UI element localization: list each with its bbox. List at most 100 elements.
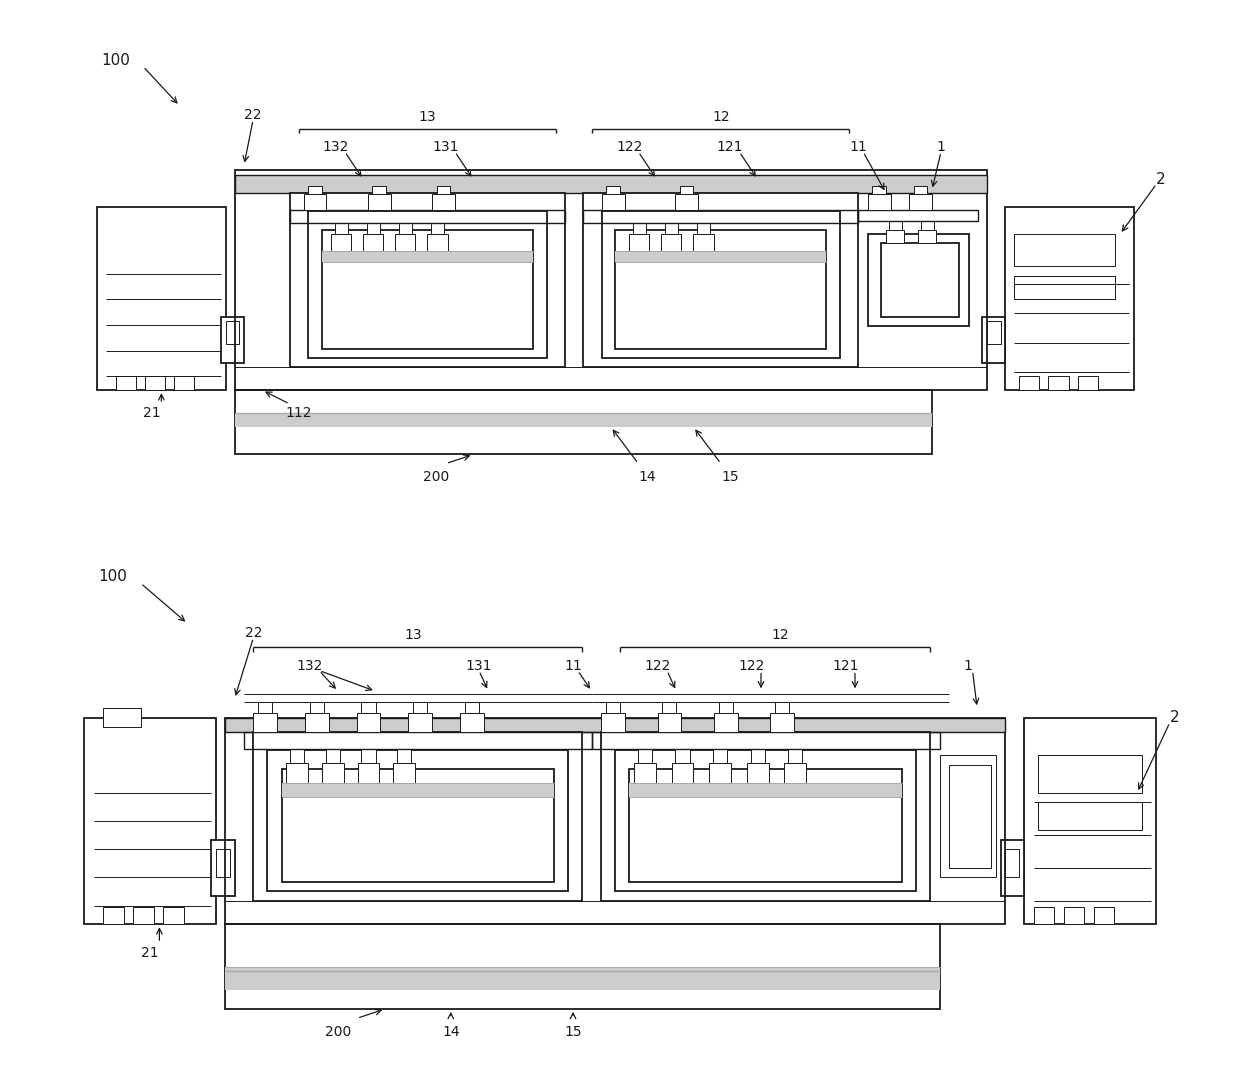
Bar [393,763,415,784]
Bar [676,749,689,763]
Bar [396,234,415,250]
Bar [399,223,412,234]
Text: 131: 131 [466,659,492,673]
Bar [858,209,977,220]
Bar [428,234,448,250]
Text: 121: 121 [832,659,859,673]
Text: 1: 1 [936,140,945,154]
Bar [868,194,890,209]
Bar [770,713,794,732]
Bar [357,763,379,784]
Text: 132: 132 [296,659,322,673]
Bar [940,756,996,877]
Bar [1078,375,1097,390]
Text: 132: 132 [322,140,348,154]
Bar [887,230,904,244]
Bar [746,763,769,784]
Text: 15: 15 [722,470,739,485]
Bar [601,713,625,732]
Bar [661,234,682,250]
Bar [1048,375,1069,390]
Bar [309,185,322,194]
Bar [583,209,858,223]
Bar [882,244,960,317]
Bar [290,209,565,223]
Bar [709,763,730,784]
Text: 2: 2 [1157,171,1166,186]
Text: 100: 100 [98,569,126,584]
Bar [1038,802,1142,830]
Text: 12: 12 [712,109,729,124]
Text: 11: 11 [849,140,867,154]
Bar [1014,234,1115,267]
Bar [367,223,379,234]
Text: 21: 21 [141,945,159,959]
Text: 1: 1 [963,659,972,673]
Bar [175,375,195,390]
Bar [133,907,154,925]
Bar [615,750,916,891]
Bar [226,718,1006,925]
Bar [226,967,940,990]
Bar [97,207,226,390]
Bar [789,749,802,763]
Bar [693,234,713,250]
Text: 13: 13 [404,628,422,642]
Bar [103,708,140,727]
Bar [918,230,936,244]
Text: 131: 131 [433,140,459,154]
Bar [680,185,693,194]
Bar [1019,375,1039,390]
Bar [103,907,124,925]
Text: 22: 22 [244,625,262,640]
Bar [785,763,806,784]
Bar [304,194,326,209]
Text: 122: 122 [616,140,642,154]
Bar [672,763,693,784]
Bar [357,713,381,732]
Bar [630,770,901,882]
Bar [268,750,568,891]
Bar [630,784,901,798]
Bar [1001,840,1024,896]
Bar [714,713,738,732]
Bar [310,701,324,713]
Bar [234,175,987,193]
Bar [286,763,308,784]
Bar [234,170,987,390]
Bar [216,849,229,877]
Bar [432,194,455,209]
Bar [413,701,428,713]
Bar [750,749,765,763]
Bar [290,749,304,763]
Text: 200: 200 [423,470,450,485]
Bar [634,763,656,784]
Bar [281,784,554,798]
Bar [1006,849,1019,877]
Bar [305,713,329,732]
Text: 12: 12 [771,628,789,642]
Text: 112: 112 [285,406,312,421]
Bar [226,925,940,1009]
Bar [408,713,432,732]
Text: 21: 21 [144,406,161,421]
Bar [1064,907,1084,925]
Bar [322,230,533,349]
Bar [1094,907,1115,925]
Text: 200: 200 [325,1025,351,1040]
Bar [601,194,625,209]
Bar [1034,907,1054,925]
Bar [226,322,239,345]
Bar [601,211,841,358]
Bar [606,701,620,713]
Bar [1038,756,1142,792]
Bar [982,317,1006,363]
Bar [987,322,1001,345]
Bar [362,749,376,763]
Bar [281,770,554,882]
Text: 11: 11 [564,659,582,673]
Bar [331,234,351,250]
Bar [601,732,930,901]
Bar [221,317,244,363]
Bar [258,701,273,713]
